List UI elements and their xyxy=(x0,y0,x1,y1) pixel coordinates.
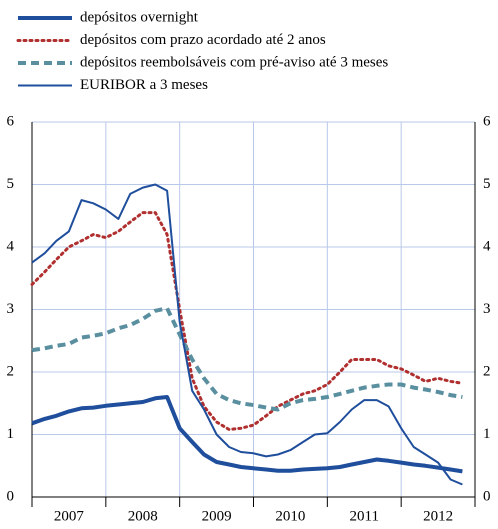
y-tick-label: 2 xyxy=(7,363,15,379)
y2-tick-label: 6 xyxy=(483,113,491,129)
x-tick-label: 2011 xyxy=(350,508,379,524)
y2-tick-label: 1 xyxy=(483,426,491,442)
y2-tick-label: 2 xyxy=(483,363,491,379)
y2-tick-label: 4 xyxy=(483,238,491,254)
legend-label: EURIBOR a 3 meses xyxy=(80,77,208,93)
x-tick-label: 2010 xyxy=(275,508,305,524)
y-tick-label: 3 xyxy=(7,301,15,317)
y-tick-label: 5 xyxy=(7,176,15,192)
series-line xyxy=(31,306,463,412)
y2-tick-label: 3 xyxy=(483,301,491,317)
x-tick-label: 2012 xyxy=(423,508,453,524)
y-tick-label: 4 xyxy=(7,238,15,254)
legend-label: depósitos com prazo acordado até 2 anos xyxy=(80,32,326,48)
series-line xyxy=(31,395,463,474)
y-tick-label: 6 xyxy=(7,113,15,129)
y2-tick-label: 0 xyxy=(483,488,491,504)
x-tick-label: 2008 xyxy=(128,508,158,524)
series-line xyxy=(31,183,463,486)
series-line xyxy=(30,211,464,431)
legend-label: depósitos overnight xyxy=(80,9,199,25)
x-tick-label: 2009 xyxy=(202,508,232,524)
x-tick-label: 2007 xyxy=(54,508,85,524)
y2-tick-label: 5 xyxy=(483,176,491,192)
legend-label: depósitos reembolsáveis com pré-aviso at… xyxy=(80,54,388,70)
y-tick-label: 1 xyxy=(7,426,15,442)
y-tick-label: 0 xyxy=(7,488,15,504)
